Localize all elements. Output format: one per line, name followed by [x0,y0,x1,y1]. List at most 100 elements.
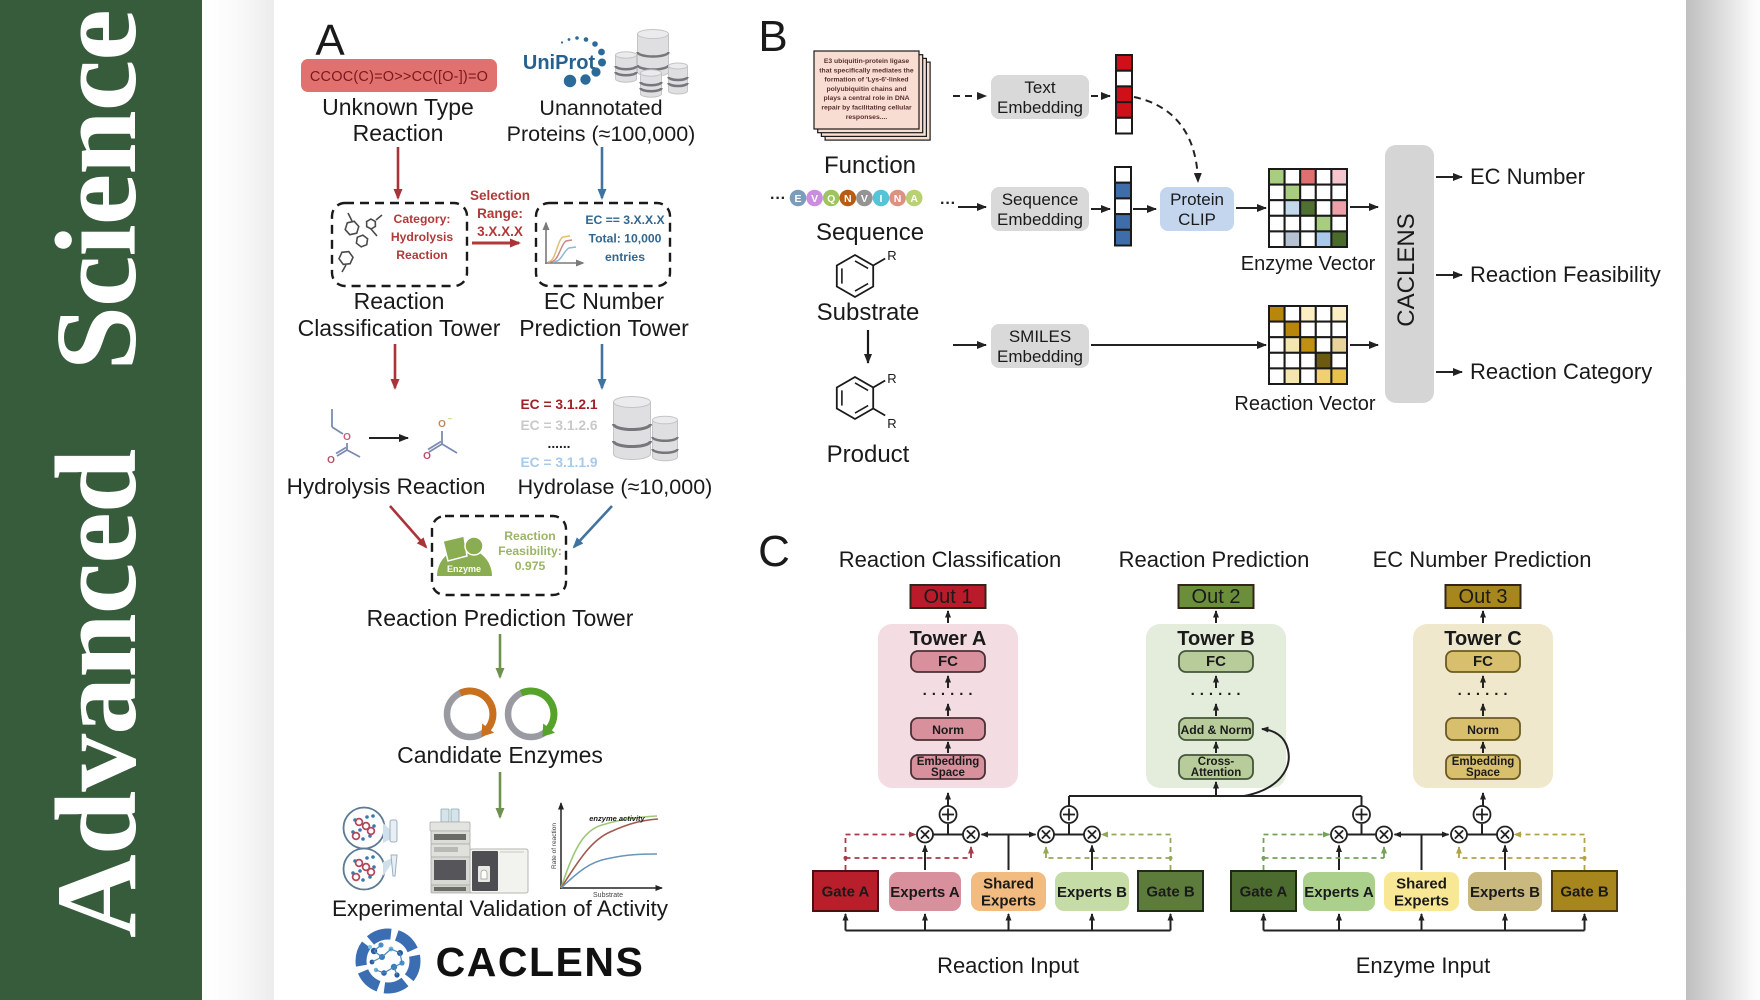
svg-text:Reaction: Reaction [504,529,555,543]
svg-text:Hydrolysis Reaction: Hydrolysis Reaction [287,474,486,499]
svg-text:Rate of reaction: Rate of reaction [551,823,558,869]
svg-text:Sequence: Sequence [1002,190,1079,209]
svg-text:Tower B: Tower B [1177,628,1254,650]
svg-text:Enzyme Vector: Enzyme Vector [1241,253,1376,275]
svg-text:Hydrolysis: Hydrolysis [391,230,454,244]
svg-text:Gate B: Gate B [1146,883,1195,900]
svg-text:Experimental Validation of Act: Experimental Validation of Activity [332,896,669,921]
svg-text:Reaction Prediction Tower: Reaction Prediction Tower [367,605,634,631]
svg-text:· · · · · ·: · · · · · · [1191,686,1242,703]
svg-text:V: V [811,193,818,205]
svg-text:CLIP: CLIP [1178,210,1216,229]
svg-text:Add & Norm: Add & Norm [1180,723,1251,737]
svg-text:plays a central role in DNA: plays a central role in DNA [823,95,909,102]
svg-text:Space: Space [1466,767,1500,779]
svg-text:responses....: responses.... [846,114,888,121]
svg-text:enzyme activity: enzyme activity [589,814,645,823]
svg-text:O: O [343,432,351,443]
svg-text:EC Number: EC Number [544,288,664,314]
svg-text:formation of 'Lys-6'-linked: formation of 'Lys-6'-linked [824,77,908,84]
svg-text:Out 2: Out 2 [1192,586,1241,608]
svg-text:Shared: Shared [983,875,1034,892]
svg-text:Reaction Vector: Reaction Vector [1234,393,1376,415]
svg-text:O: O [327,455,335,466]
svg-text:Enzyme Input: Enzyme Input [1356,953,1491,978]
svg-text:EC Number Prediction: EC Number Prediction [1373,547,1592,572]
svg-text:Gate A: Gate A [822,883,870,900]
svg-text:Reaction Prediction: Reaction Prediction [1119,547,1310,572]
svg-text:Attention: Attention [1191,767,1241,779]
svg-text:Text: Text [1024,78,1055,97]
svg-text:CCOC(C)=O>>CC([O-])=O: CCOC(C)=O>>CC([O-])=O [310,69,488,85]
svg-text:Reaction: Reaction [354,288,445,314]
svg-text:SMILES: SMILES [1009,327,1071,346]
svg-text:Norm: Norm [932,723,964,737]
svg-text:Experts A: Experts A [890,884,960,901]
svg-text:· · · · · ·: · · · · · · [923,686,974,703]
svg-text:EC == 3.X.X.X: EC == 3.X.X.X [585,213,665,227]
svg-text:Norm: Norm [1467,723,1499,737]
svg-text:Embedding: Embedding [1452,756,1515,768]
svg-text:Reaction Classification: Reaction Classification [839,547,1062,572]
svg-text:Protein: Protein [1170,190,1224,209]
svg-text:Reaction: Reaction [353,120,444,146]
svg-text:polyubiquitin chains and: polyubiquitin chains and [826,86,906,93]
svg-text:B: B [758,12,787,61]
svg-text:FC: FC [938,653,958,670]
svg-text:Hydrolase (≈10,000): Hydrolase (≈10,000) [518,475,713,499]
svg-text:Reaction Feasibility: Reaction Feasibility [1470,262,1661,287]
svg-text:3.X.X.X: 3.X.X.X [477,224,523,239]
svg-text:Reaction: Reaction [396,248,447,262]
svg-text:EC = 3.1.2.1: EC = 3.1.2.1 [520,397,597,412]
svg-text:Embedding: Embedding [997,347,1083,366]
svg-text:O: O [423,451,431,462]
svg-text:Experts B: Experts B [1057,884,1127,901]
svg-text:Embedding: Embedding [997,98,1083,117]
svg-text:CACLENS: CACLENS [1393,213,1420,326]
svg-text:···: ··· [770,190,786,207]
svg-text:Feasibility:: Feasibility: [498,544,562,558]
svg-text:EC Number: EC Number [1470,164,1585,189]
svg-text:EC = 3.1.1.9: EC = 3.1.1.9 [520,455,597,470]
svg-text:Shared: Shared [1396,875,1447,892]
svg-text:A: A [315,16,345,65]
svg-text:Category:: Category: [394,212,451,226]
svg-text:E: E [794,193,801,205]
svg-text:CACLENS: CACLENS [436,939,645,985]
svg-text:Range:: Range: [477,206,523,221]
svg-text:Gate B: Gate B [1560,883,1609,900]
svg-text:Space: Space [931,767,965,779]
svg-text:Embedding: Embedding [997,210,1083,229]
svg-text:V: V [861,193,868,205]
svg-text:that specifically mediates the: that specifically mediates the [819,67,914,74]
svg-text:Unannotated: Unannotated [539,96,662,120]
svg-text:–: – [448,416,452,423]
svg-text:EC = 3.1.2.6: EC = 3.1.2.6 [520,418,597,433]
svg-text:E3 ubiquitin-protein ligase: E3 ubiquitin-protein ligase [824,58,910,65]
svg-text:repair by facilitating cellula: repair by facilitating cellular [821,105,912,112]
svg-text:I: I [880,193,883,205]
svg-text:C: C [758,527,790,576]
svg-text:Out 3: Out 3 [1459,586,1508,608]
svg-text:Enzyme: Enzyme [447,564,481,574]
svg-text:R: R [887,371,896,386]
svg-text:Sequence: Sequence [816,219,924,246]
svg-text:N: N [844,193,852,205]
svg-text:Product: Product [827,441,910,468]
svg-text:Classification Tower: Classification Tower [298,315,501,341]
svg-text:Proteins (≈100,000): Proteins (≈100,000) [507,122,696,146]
svg-text:Embedding: Embedding [917,756,980,768]
svg-text:Gate A: Gate A [1240,883,1288,900]
svg-text:FC: FC [1473,653,1493,670]
svg-text:Out 1: Out 1 [924,586,973,608]
svg-text:Candidate Enzymes: Candidate Enzymes [397,742,603,768]
svg-text:Substrate: Substrate [817,299,920,326]
svg-text:Tower A: Tower A [910,628,987,650]
svg-text:entries: entries [605,250,645,264]
svg-text:R: R [887,248,896,263]
svg-text:Function: Function [824,152,916,179]
svg-text:Experts: Experts [981,892,1036,909]
svg-text:Tower C: Tower C [1444,628,1521,650]
svg-text:......: ...... [548,436,571,451]
svg-text:O: O [438,419,446,430]
